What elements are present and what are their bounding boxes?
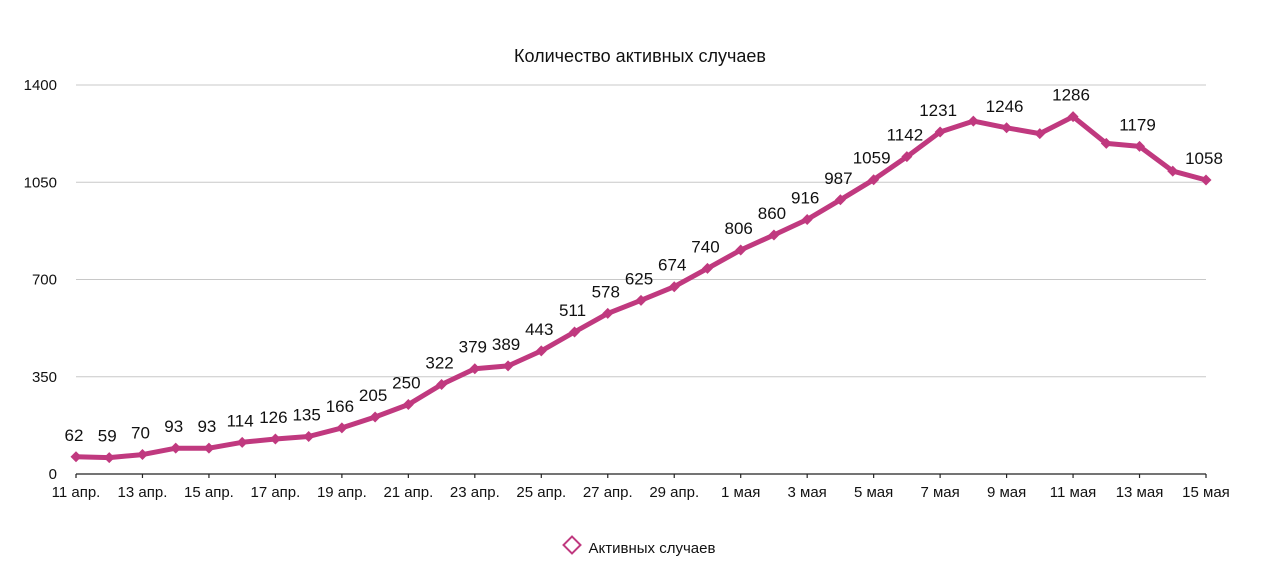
data-point	[934, 126, 946, 138]
data-point	[402, 399, 414, 411]
data-point	[502, 360, 514, 372]
data-point	[901, 151, 913, 163]
data-point	[269, 433, 281, 445]
data-point	[1200, 174, 1212, 186]
data-label: 166	[326, 397, 354, 416]
data-label: 511	[559, 301, 586, 320]
legend-label: Активных случаев	[588, 540, 716, 557]
data-label: 1231	[919, 101, 957, 120]
data-label: 987	[824, 169, 852, 188]
data-point	[70, 451, 82, 463]
x-tick-label: 7 мая	[920, 484, 959, 501]
data-point	[203, 442, 215, 454]
data-label: 1142	[887, 126, 924, 145]
data-label: 1286	[1052, 86, 1090, 105]
data-point	[1067, 111, 1079, 123]
data-label: 1059	[853, 149, 891, 168]
data-point	[469, 363, 481, 375]
data-point	[834, 194, 846, 206]
data-label: 674	[658, 256, 686, 275]
data-label: 578	[592, 282, 620, 301]
x-tick-label: 19 апр.	[317, 484, 367, 501]
data-point	[735, 244, 747, 256]
x-tick-label: 21 апр.	[383, 484, 433, 501]
x-tick-label: 1 мая	[721, 484, 760, 501]
data-label: 1246	[986, 97, 1024, 116]
x-tick-label: 9 мая	[987, 484, 1026, 501]
legend: Активных случаев	[0, 535, 1280, 557]
data-point	[1100, 137, 1112, 149]
data-label: 806	[725, 219, 753, 238]
x-tick-label: 27 апр.	[583, 484, 633, 501]
data-point	[236, 436, 248, 448]
data-label: 740	[691, 237, 719, 256]
x-tick-label: 15 апр.	[184, 484, 234, 501]
data-point	[1034, 128, 1046, 140]
data-point	[635, 294, 647, 306]
data-label: 322	[425, 354, 453, 373]
data-label: 59	[98, 427, 117, 446]
x-tick-label: 15 мая	[1182, 484, 1230, 501]
data-point	[967, 115, 979, 127]
y-tick-label: 0	[49, 466, 57, 483]
data-point	[768, 229, 780, 241]
data-label: 135	[292, 405, 320, 424]
data-label: 389	[492, 335, 520, 354]
data-label: 625	[625, 269, 653, 288]
x-tick-label: 23 апр.	[450, 484, 500, 501]
y-tick-label: 700	[32, 272, 57, 289]
x-tick-label: 5 мая	[854, 484, 893, 501]
data-label: 70	[131, 424, 150, 443]
data-point	[170, 442, 182, 454]
data-label: 126	[259, 408, 287, 427]
data-point	[103, 452, 115, 464]
data-point	[336, 422, 348, 434]
x-tick-label: 17 апр.	[250, 484, 300, 501]
x-tick-label: 25 апр.	[516, 484, 566, 501]
data-label: 250	[392, 374, 420, 393]
data-label: 205	[359, 386, 387, 405]
data-label: 93	[164, 417, 183, 436]
x-tick-label: 11 мая	[1050, 484, 1097, 501]
data-label: 443	[525, 320, 553, 339]
data-point	[602, 307, 614, 319]
x-tick-label: 3 мая	[788, 484, 827, 501]
data-point	[868, 174, 880, 186]
data-point	[1001, 122, 1013, 134]
data-point	[436, 379, 448, 391]
x-tick-label: 13 апр.	[118, 484, 168, 501]
data-point	[701, 262, 713, 274]
y-tick-label: 350	[32, 369, 57, 386]
data-point	[303, 430, 315, 442]
data-label: 114	[227, 411, 254, 430]
y-tick-label: 1050	[24, 174, 57, 191]
data-label: 93	[197, 417, 216, 436]
x-tick-label: 29 апр.	[649, 484, 699, 501]
x-tick-label: 11 апр.	[52, 484, 101, 501]
y-tick-label: 1400	[24, 77, 57, 94]
chart-title: Количество активных случаев	[514, 46, 766, 66]
data-point	[569, 326, 581, 338]
x-tick-label: 13 мая	[1116, 484, 1164, 501]
data-point	[801, 213, 813, 225]
data-label: 62	[65, 426, 84, 445]
data-label: 379	[459, 338, 487, 357]
data-label: 916	[791, 188, 819, 207]
data-point	[1167, 165, 1179, 177]
legend-marker-icon	[561, 535, 582, 555]
data-label: 1058	[1185, 149, 1223, 168]
data-point	[136, 449, 148, 461]
data-point	[668, 281, 680, 293]
data-point	[1134, 140, 1146, 152]
data-label: 860	[758, 204, 786, 223]
data-label: 1179	[1119, 115, 1156, 134]
data-point	[535, 345, 547, 357]
data-point	[369, 411, 381, 423]
